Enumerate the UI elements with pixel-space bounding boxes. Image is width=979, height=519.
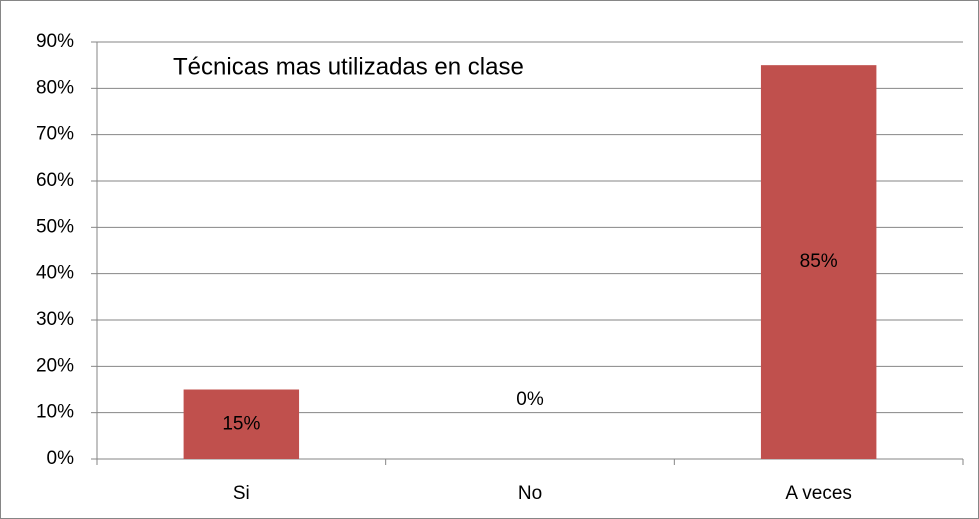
- y-tick-label: 30%: [36, 309, 74, 330]
- chart-title: Técnicas mas utilizadas en clase: [173, 53, 524, 80]
- x-tick-label: Si: [233, 483, 250, 504]
- x-tick-label: No: [518, 483, 542, 504]
- x-tick-label: A veces: [785, 483, 852, 504]
- y-tick-label: 50%: [36, 216, 74, 237]
- bar: [183, 389, 300, 459]
- bar: [760, 65, 877, 460]
- y-tick-label: 40%: [36, 263, 74, 284]
- y-tick-label: 60%: [36, 170, 74, 191]
- y-tick-label: 70%: [36, 124, 74, 145]
- y-tick-label: 90%: [36, 31, 74, 52]
- y-tick-label: 10%: [36, 402, 74, 423]
- y-tick-label: 0%: [47, 448, 75, 469]
- data-label: 15%: [222, 413, 260, 434]
- data-label: 85%: [800, 251, 838, 272]
- data-label: 0%: [516, 389, 544, 410]
- y-tick-label: 80%: [36, 77, 74, 98]
- y-tick-label: 20%: [36, 355, 74, 376]
